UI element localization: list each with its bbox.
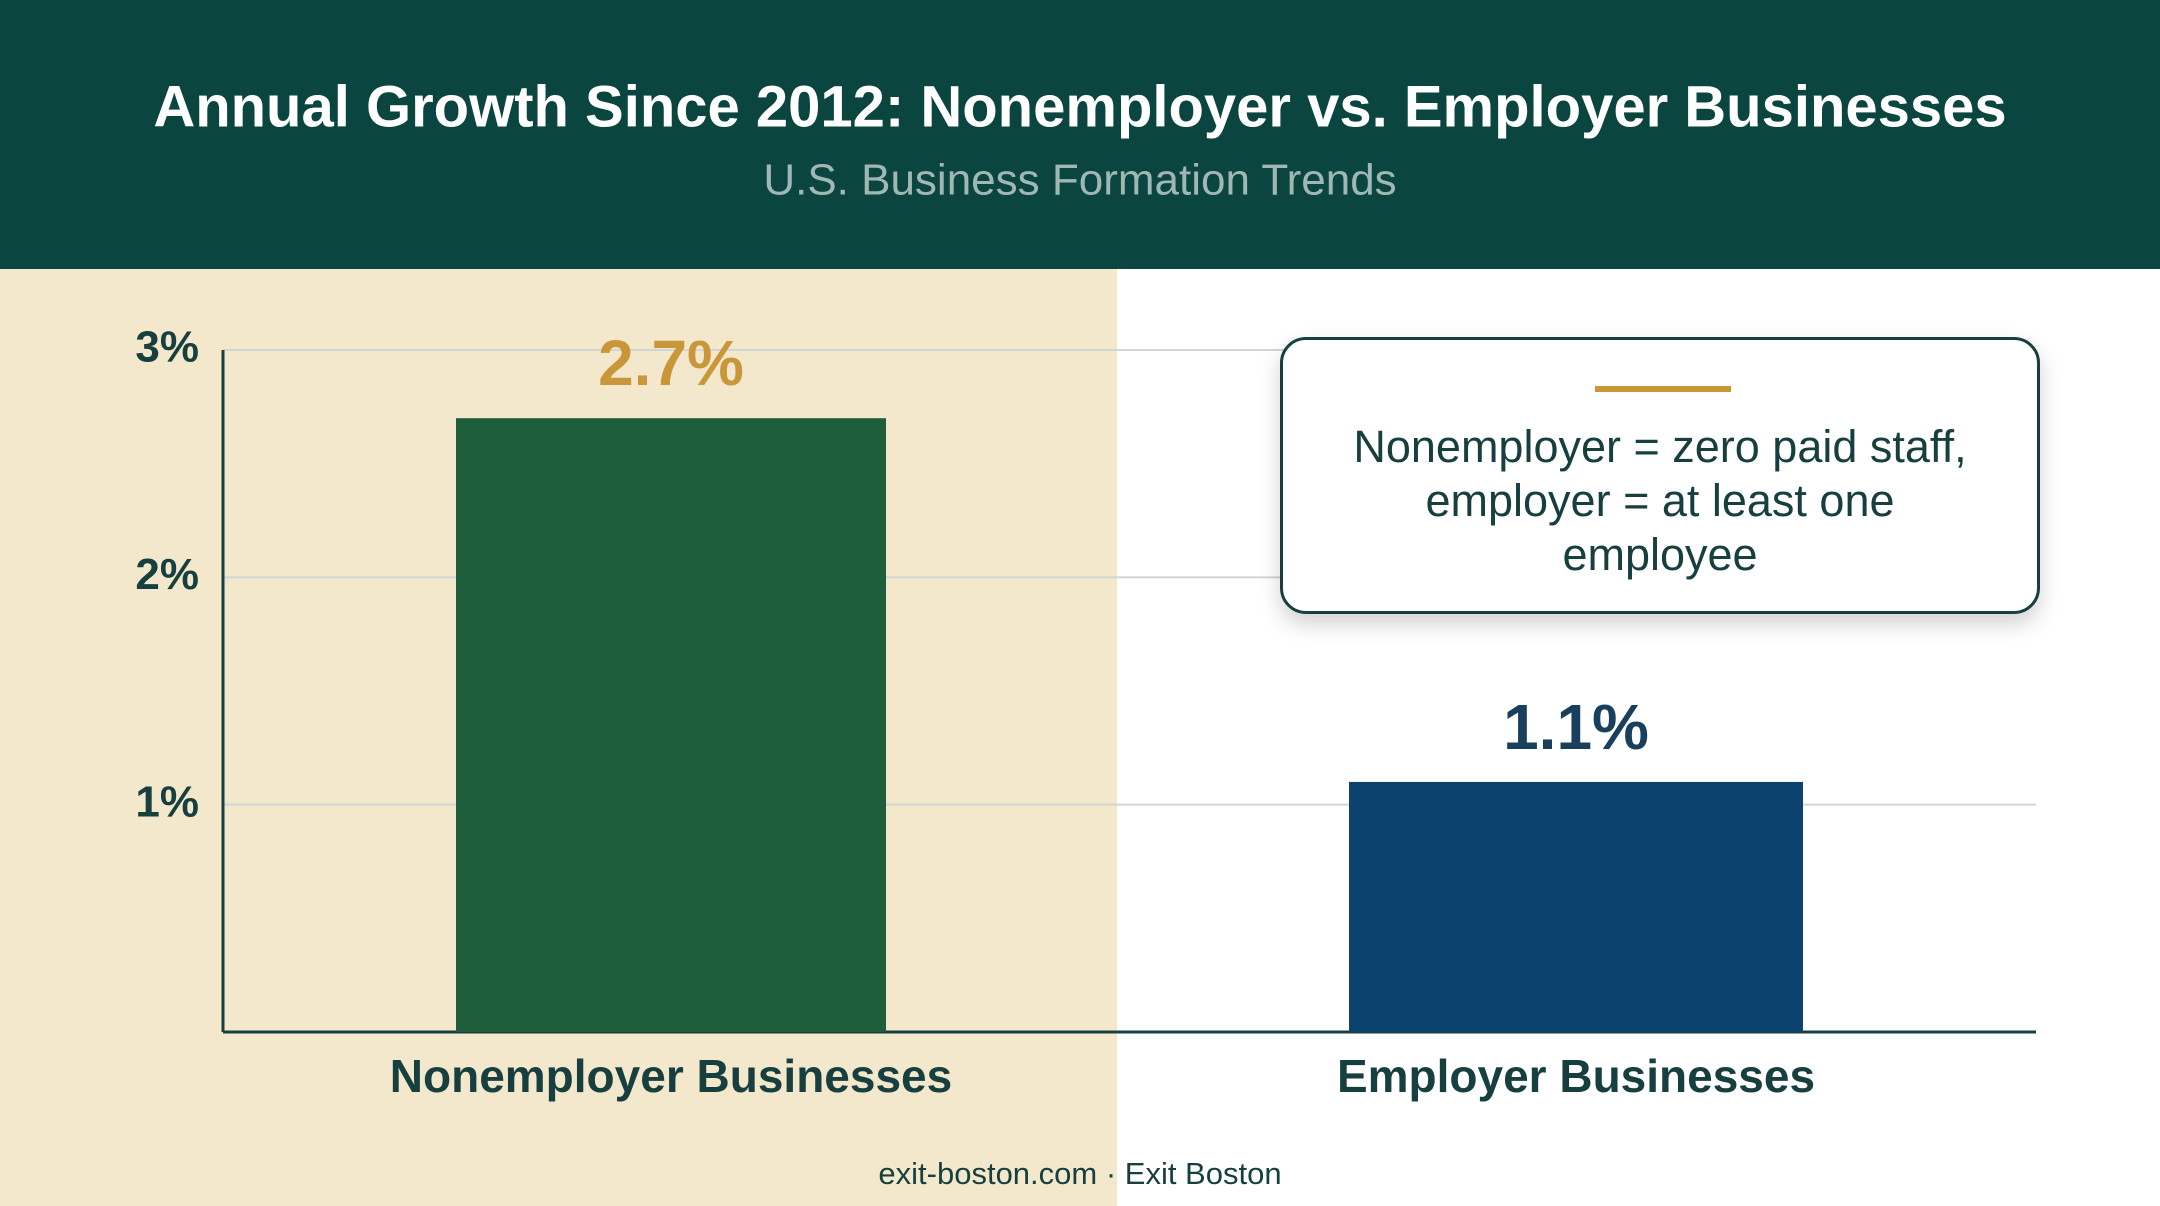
x-tick-label: Employer Businesses (1337, 1050, 1815, 1102)
bar (456, 418, 886, 1032)
y-tick-label: 3% (135, 323, 199, 372)
x-tick-label: Nonemployer Businesses (390, 1050, 952, 1102)
annotation-accent (1595, 386, 1731, 392)
y-tick-label: 2% (135, 550, 199, 599)
chart-title: Annual Growth Since 2012: Nonemployer vs… (153, 74, 2006, 139)
value-label: 2.7% (598, 327, 744, 399)
source: exit-boston.com · Exit Boston (878, 1156, 1281, 1191)
annotation-box: Nonemployer = zero paid staff, employer … (1280, 337, 2040, 614)
bar (1349, 781, 1803, 1032)
annotation: Nonemployer = zero paid staff, employer … (1353, 421, 1967, 580)
chart-subtitle: U.S. Business Formation Trends (763, 156, 1396, 205)
value-label: 1.1% (1503, 691, 1649, 763)
header-band (0, 0, 2160, 269)
y-tick-label: 1% (135, 777, 199, 826)
